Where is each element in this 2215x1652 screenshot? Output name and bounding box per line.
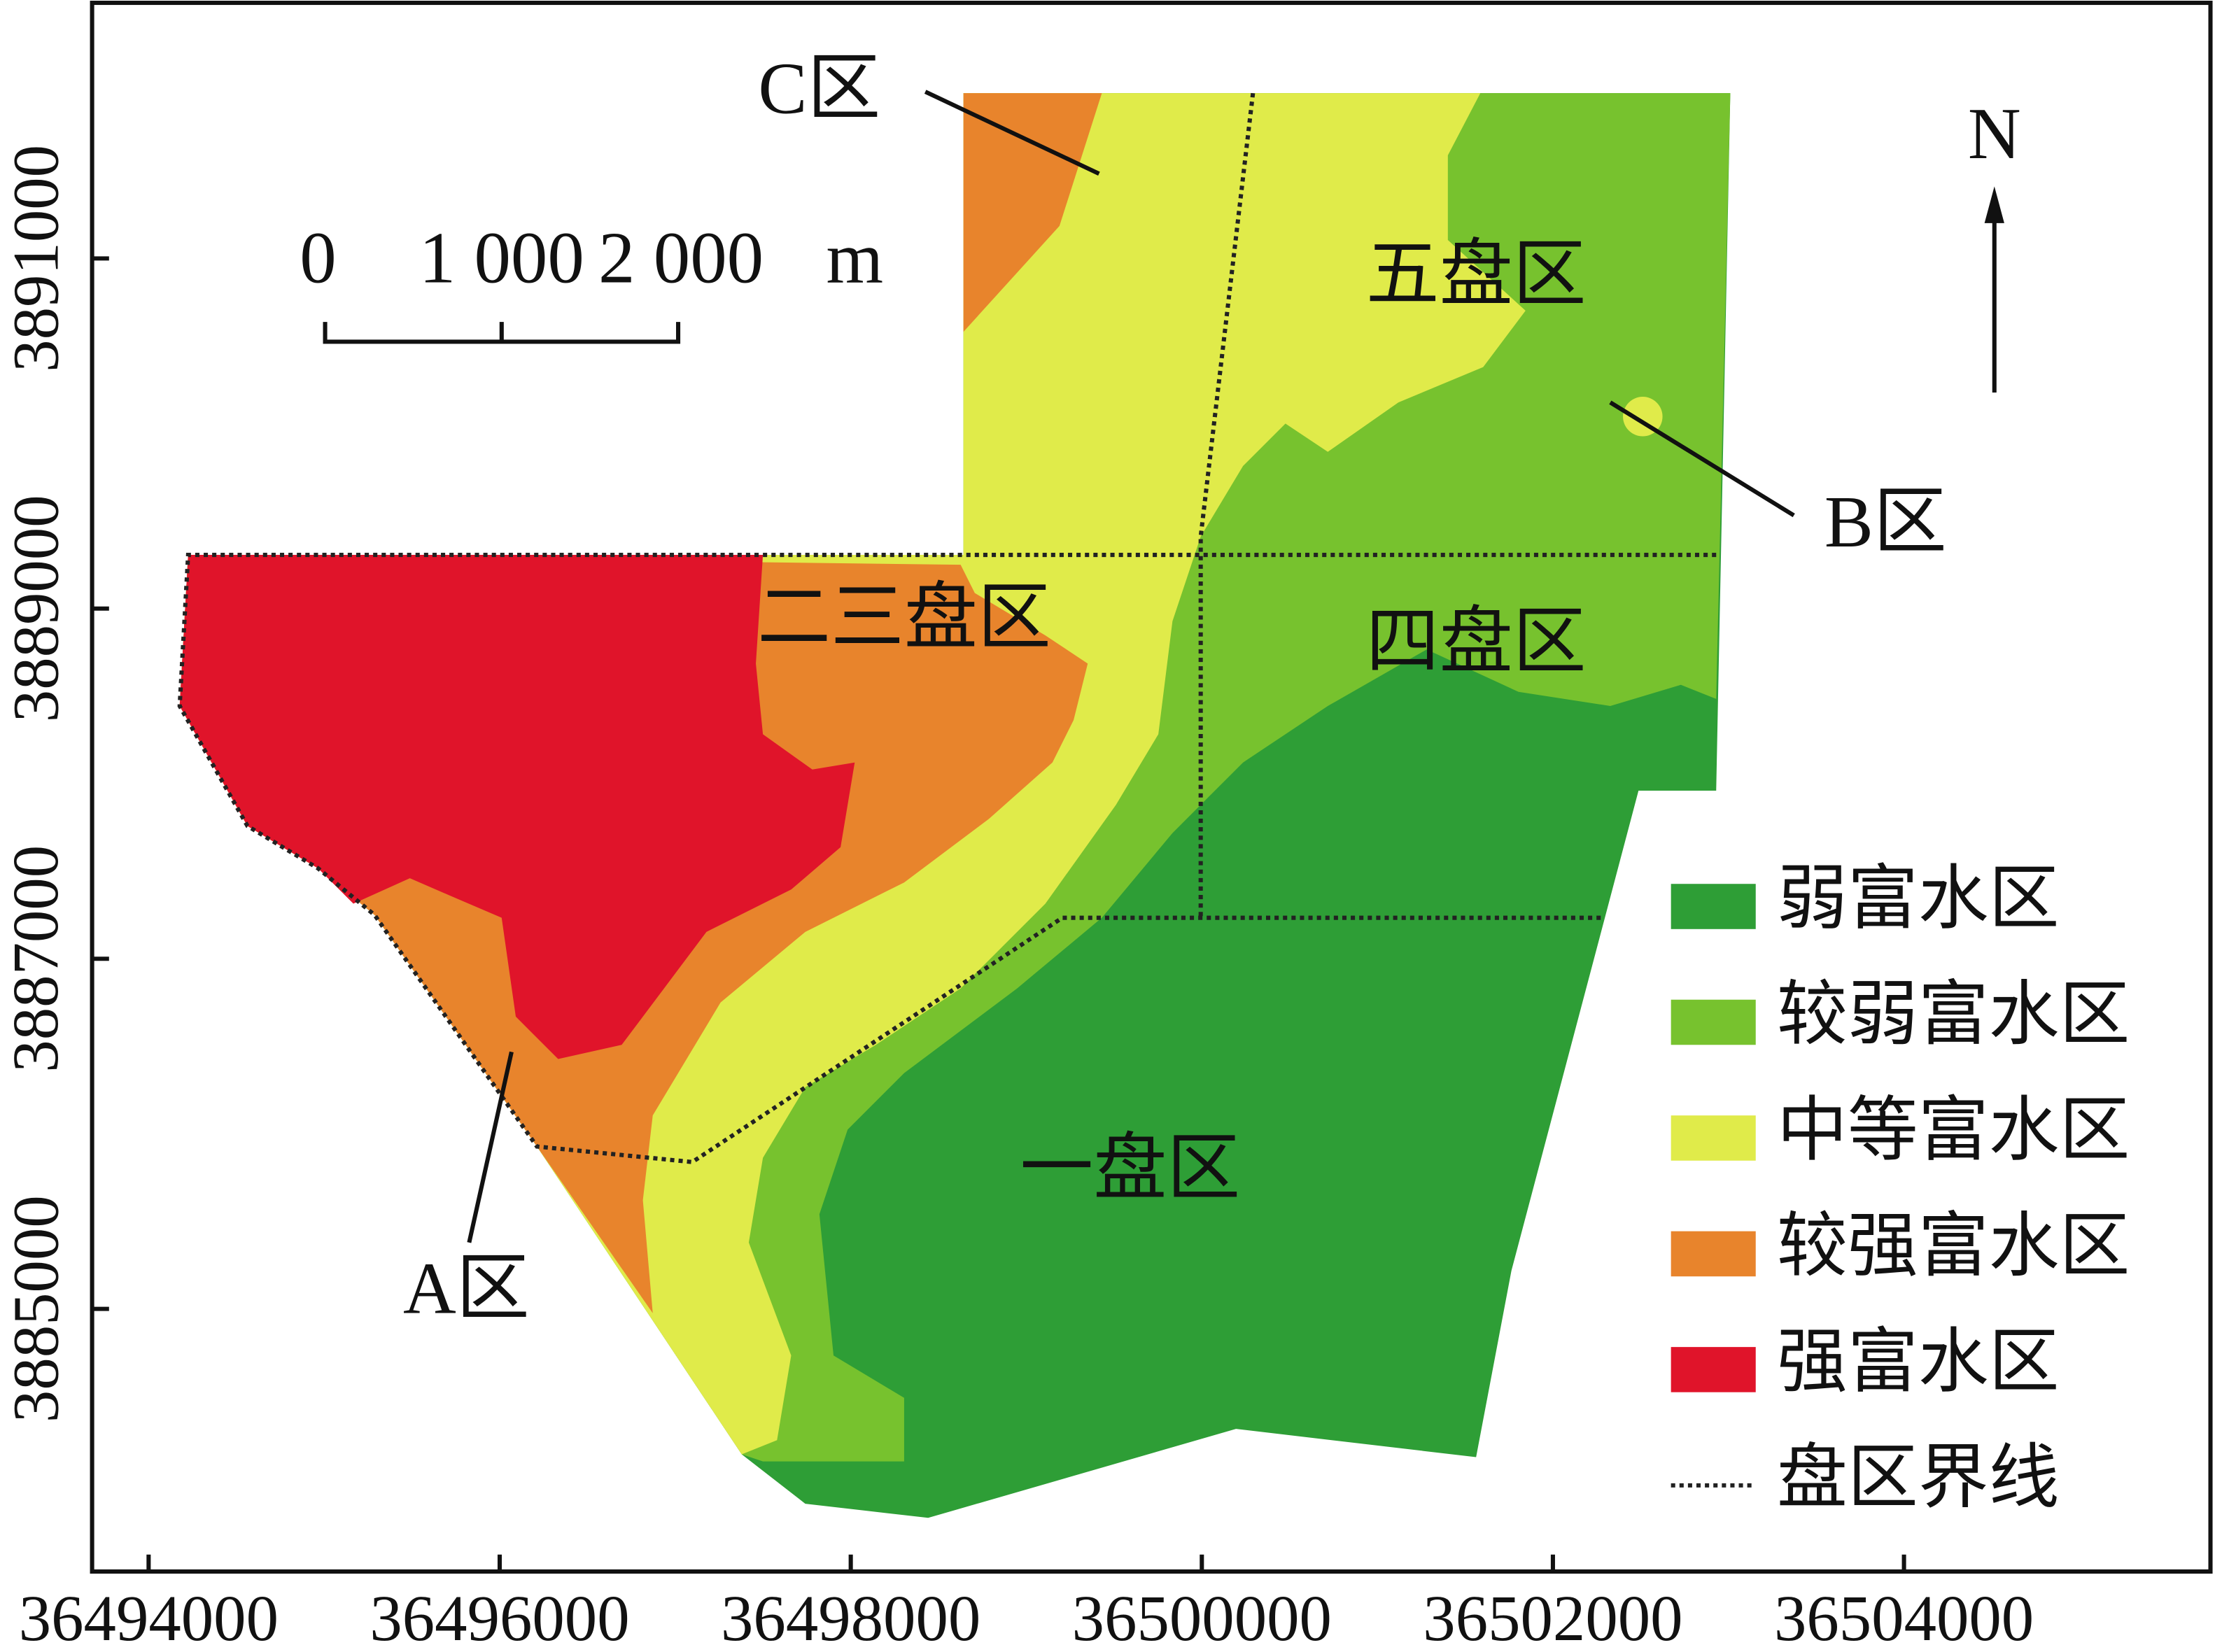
x-tick-label: 36494000 (19, 1583, 279, 1652)
y-tick-label: 3889000 (0, 495, 72, 722)
scale-label: 0 (300, 216, 336, 298)
legend-label: 盘区界线 (1777, 1439, 2060, 1517)
boundary-line (177, 553, 1717, 1164)
zone-label: 二三盘区 (757, 577, 1051, 658)
y-tick-label: 3887000 (0, 845, 72, 1073)
leader-line (1609, 400, 1795, 518)
x-tick-label: 36498000 (721, 1583, 980, 1652)
zones (179, 93, 1731, 1518)
zone-fairly-strong (963, 93, 1102, 332)
zone-label: 一盘区 (1020, 1127, 1240, 1209)
x-tick-label: 36502000 (1423, 1583, 1682, 1652)
scale-label: 1 000 (419, 216, 584, 298)
legend-swatch (1671, 1347, 1756, 1392)
leader-line (924, 90, 1100, 176)
annotation: C区 (758, 47, 880, 129)
x-tick-label: 36504000 (1774, 1583, 2034, 1652)
scale-unit: m (826, 216, 883, 298)
legend-label: 较弱富水区 (1777, 975, 2130, 1054)
legend-swatch (1671, 1231, 1756, 1277)
leader-lines (467, 90, 1795, 1243)
frame (90, 1, 2213, 1574)
scale-label: 2 000 (598, 216, 764, 298)
x-tick-label: 36496000 (370, 1583, 629, 1652)
legend-label: 较强富水区 (1777, 1207, 2130, 1285)
legend-swatch (1671, 884, 1756, 929)
x-tick-label: 36500000 (1072, 1583, 1332, 1652)
arrow-head (1984, 186, 2004, 223)
axes: 36494000 36496000 36498000 36500000 36502000… (0, 145, 2034, 1652)
zone-strong (179, 555, 855, 1059)
zone-label: 五盘区 (1366, 234, 1587, 316)
zone-label: 四盘区 (1366, 600, 1587, 682)
legend-swatch (1671, 1115, 1756, 1161)
north-label: N (1968, 92, 2021, 174)
legend-label: 弱富水区 (1777, 860, 2060, 938)
y-tick-label: 3891000 (0, 145, 72, 372)
north-arrow: N (1968, 92, 2021, 393)
leader-line (467, 1051, 514, 1243)
legend-label: 中等富水区 (1777, 1092, 2130, 1170)
scale-bar (323, 322, 681, 344)
district-boundaries (177, 92, 1717, 1164)
y-tick-label: 3885000 (0, 1195, 72, 1422)
annotation: B区 (1824, 481, 1947, 563)
annotation: A区 (403, 1248, 530, 1329)
legend-label: 强富水区 (1777, 1323, 2060, 1402)
legend-swatch (1671, 999, 1756, 1045)
